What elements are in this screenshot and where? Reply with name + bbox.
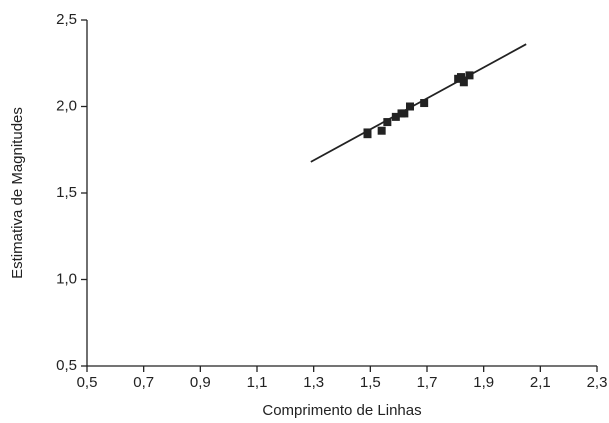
x-tick-label: 1,1	[247, 374, 268, 391]
y-tick-label: 2,0	[56, 97, 77, 114]
x-tick-label: 1,9	[473, 374, 494, 391]
x-tick-label: 0,7	[133, 374, 154, 391]
x-tick-label: 0,5	[77, 374, 98, 391]
y-tick-label: 1,5	[56, 184, 77, 201]
point	[459, 78, 468, 87]
point	[465, 71, 474, 80]
y-tick-label: 0,5	[56, 357, 77, 374]
point	[400, 109, 409, 118]
x-tick-label: 1,3	[303, 374, 324, 391]
point	[457, 73, 465, 82]
x-axis-label: Comprimento de Linhas	[262, 402, 421, 419]
fit-line	[310, 43, 527, 163]
point	[420, 99, 429, 108]
x-tick-label: 2,1	[530, 374, 551, 391]
point	[383, 118, 392, 127]
point	[406, 102, 414, 111]
x-tick-label: 1,7	[417, 374, 438, 391]
x-tick-label: 1,5	[360, 374, 381, 391]
point	[391, 112, 400, 121]
x-tick-label: 0,9	[190, 374, 211, 391]
x-tick-label: 2,3	[587, 374, 608, 391]
point	[377, 126, 386, 135]
point	[363, 130, 372, 139]
y-tick-label: 2,5	[56, 11, 77, 28]
y-tick-label: 1,0	[56, 270, 77, 287]
y-axis-label: Estimativa de Magnitudes	[9, 107, 26, 279]
